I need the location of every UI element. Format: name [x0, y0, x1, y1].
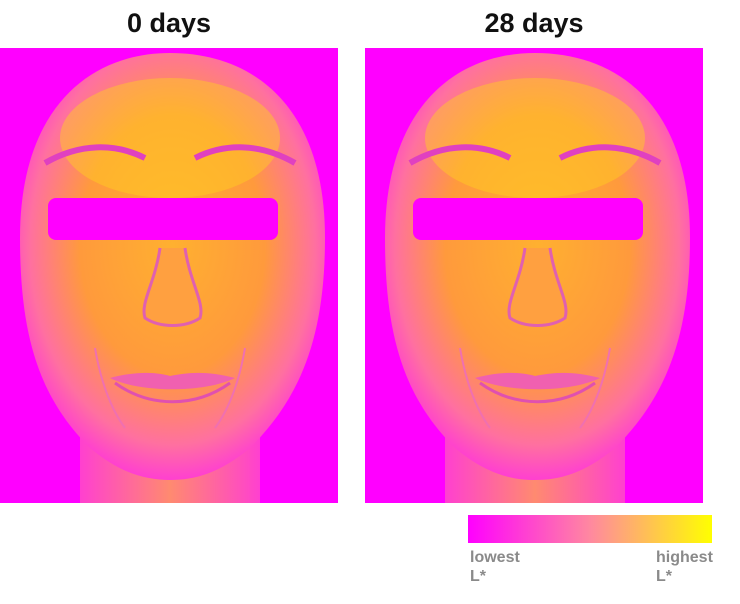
colorbar — [468, 515, 712, 543]
panel-title: 28 days — [484, 8, 584, 38]
panel-title: 0 days — [126, 8, 212, 38]
face-image — [365, 48, 703, 503]
colorbar-high-label: highest L* — [656, 549, 713, 585]
colorbar-low-label: lowest L* — [470, 549, 520, 585]
face-image — [0, 48, 338, 503]
